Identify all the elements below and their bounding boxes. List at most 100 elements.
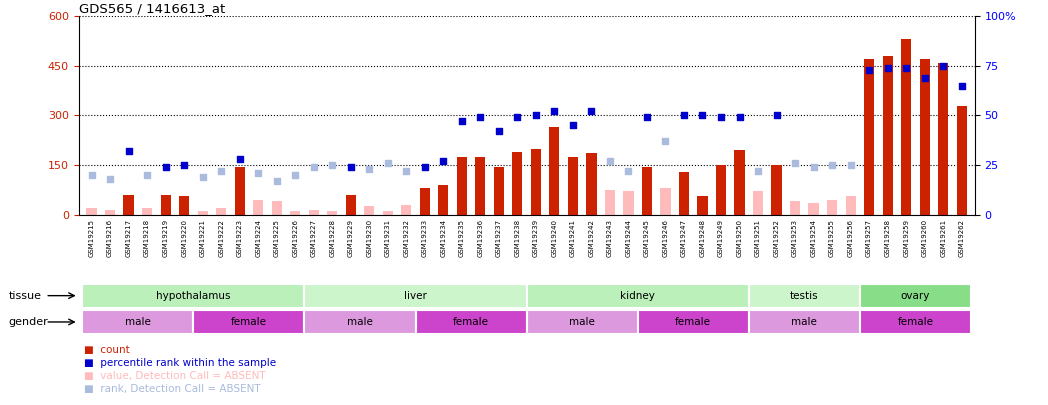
Point [602,158,618,164]
Point [379,160,396,166]
Bar [901,39,911,215]
Point [676,112,693,119]
Bar [305,310,416,334]
Bar [637,310,748,334]
Point [732,114,748,121]
Point [805,164,822,170]
Point [583,108,599,115]
Text: ■  value, Detection Call = ABSENT: ■ value, Detection Call = ABSENT [84,371,265,381]
Point [232,156,248,162]
Bar [143,208,152,215]
Bar [87,208,96,215]
Text: ■  rank, Detection Call = ABSENT: ■ rank, Detection Call = ABSENT [84,384,261,394]
Point [713,114,729,121]
Point [749,168,766,174]
Point [638,114,655,121]
Bar [271,201,282,215]
Bar [624,192,634,215]
Bar [697,196,707,215]
Text: ■  count: ■ count [84,345,130,355]
Bar [494,167,504,215]
Point [954,83,970,89]
Bar [105,210,115,215]
Bar [748,284,859,308]
Point [916,75,933,81]
Point [287,172,304,178]
Bar [526,310,637,334]
Bar [216,208,226,215]
Bar [438,185,449,215]
Point [824,162,840,168]
Bar [364,207,374,215]
Text: ovary: ovary [900,291,930,301]
Text: male: male [791,317,817,327]
Text: male: male [347,317,373,327]
Bar [346,195,356,215]
Point [343,164,359,170]
Point [490,128,507,134]
Text: male: male [125,317,151,327]
Bar [882,56,893,215]
Point [398,168,415,174]
Point [787,160,804,166]
Bar [568,157,578,215]
Point [435,158,452,164]
Bar [679,172,690,215]
Bar [383,211,393,215]
Bar [512,152,523,215]
Bar [308,210,319,215]
Point [694,112,711,119]
Text: tissue: tissue [8,291,41,301]
Bar [253,200,263,215]
Text: GDS565 / 1416613_at: GDS565 / 1416613_at [79,2,225,15]
Bar [549,127,560,215]
Point [138,172,155,178]
Text: female: female [675,317,712,327]
Point [324,162,341,168]
Point [879,64,896,71]
Bar [124,195,134,215]
Text: testis: testis [790,291,818,301]
Bar [194,310,305,334]
Bar [235,167,245,215]
Point [768,112,785,119]
Point [361,166,377,172]
Bar [327,211,337,215]
Bar [526,284,748,308]
Bar [197,211,208,215]
Text: female: female [897,317,934,327]
Point [472,114,488,121]
Point [620,168,637,174]
Text: ■  percentile rank within the sample: ■ percentile rank within the sample [84,358,276,368]
Point [213,168,230,174]
Bar [957,106,966,215]
Point [121,148,137,154]
Point [83,172,100,178]
Point [843,162,859,168]
Text: hypothalamus: hypothalamus [156,291,231,301]
Point [454,118,471,125]
Bar [864,59,874,215]
Bar [808,203,818,215]
Point [194,174,211,180]
Bar [179,196,190,215]
Bar [752,192,763,215]
Bar [846,196,856,215]
Point [102,176,118,182]
Bar [919,59,930,215]
Bar [290,211,301,215]
Point [157,164,174,170]
Point [657,138,674,145]
Point [527,112,544,119]
Point [176,162,193,168]
Bar [859,284,970,308]
Bar [530,149,541,215]
Bar [790,201,801,215]
Text: liver: liver [405,291,427,301]
Bar [457,157,467,215]
Bar [416,310,526,334]
Text: kidney: kidney [620,291,655,301]
Bar [83,284,305,308]
Bar [586,153,596,215]
Point [509,114,526,121]
